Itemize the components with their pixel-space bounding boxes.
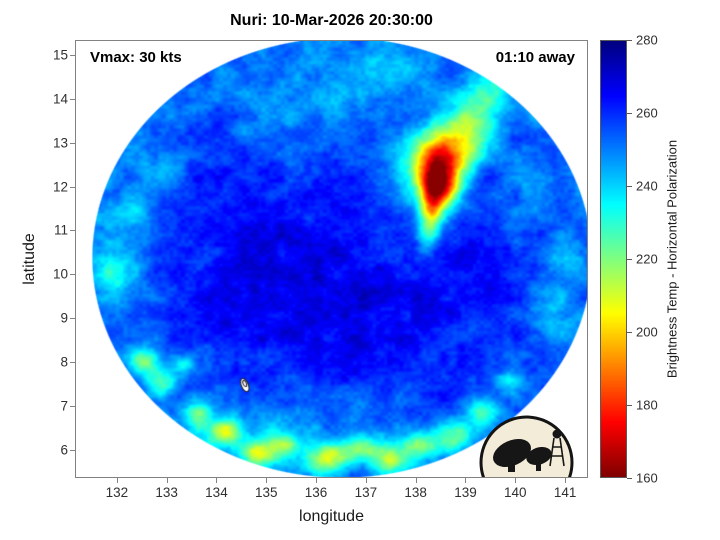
x-tick-mark: [365, 478, 367, 483]
x-tick-mark: [515, 478, 517, 483]
x-tick-mark: [565, 478, 567, 483]
colorbar-tick-label: 260: [636, 105, 658, 121]
y-axis-label: latitude: [21, 233, 38, 285]
x-tick-label: 137: [354, 485, 378, 500]
y-tick-label: 14: [52, 91, 68, 107]
x-axis-label: longitude: [299, 508, 364, 525]
cimss-logo: C I M S S: [479, 415, 574, 478]
colorbar-gradient: [601, 41, 626, 477]
y-tick-mark: [70, 142, 75, 144]
x-tick-mark: [465, 478, 467, 483]
x-tick-mark: [116, 478, 118, 483]
colorbar-tick-mark: [627, 186, 632, 187]
x-tick-label: 134: [205, 485, 228, 500]
y-tick-mark: [70, 186, 75, 188]
colorbar-tick-label: 180: [636, 397, 658, 413]
colorbar-tick-mark: [627, 332, 632, 333]
x-tick-mark: [415, 478, 417, 483]
y-tick-label: 15: [52, 47, 68, 63]
colorbar-tick-label: 220: [636, 251, 658, 267]
x-tick-label: 139: [454, 485, 477, 500]
y-tick-mark: [70, 274, 75, 276]
y-tick-mark: [70, 318, 75, 320]
logo-tower-dome: [552, 429, 562, 439]
x-tick-mark: [266, 478, 268, 483]
y-tick-mark: [70, 98, 75, 100]
x-tick-label: 141: [553, 485, 577, 500]
x-tick-mark: [316, 478, 318, 483]
x-tick-mark: [166, 478, 168, 483]
x-tick-mark: [216, 478, 218, 483]
x-tick-label: 138: [404, 485, 427, 500]
y-tick-mark: [70, 362, 75, 364]
y-tick-label: 11: [53, 222, 68, 238]
plot-area: Vmax: 30 kts 01:10 away C I M S S: [75, 40, 588, 478]
colorbar-tick-mark: [627, 478, 632, 479]
x-tick-label: 133: [155, 485, 178, 500]
y-tick-mark: [70, 406, 75, 408]
vmax-annotation: Vmax: 30 kts: [90, 49, 182, 66]
y-tick-label: 13: [52, 135, 68, 151]
logo-tower: [549, 437, 565, 467]
logo-dish-small-pedestal: [536, 460, 541, 471]
logo-dish-small: [526, 446, 552, 466]
x-tick-label: 135: [254, 485, 278, 500]
x-tick-label: 132: [105, 485, 129, 500]
y-tick-label: 9: [60, 310, 68, 326]
colorbar: [600, 40, 627, 478]
colorbar-tick-label: 160: [636, 470, 658, 486]
plot-title: Nuri: 10-Mar-2026 20:30:00: [230, 12, 433, 29]
colorbar-tick-label: 280: [636, 32, 658, 48]
logo-dish-large-pedestal: [508, 458, 515, 472]
y-tick-mark: [70, 230, 75, 232]
y-tick-label: 8: [60, 354, 68, 370]
colorbar-tick-label: 200: [636, 324, 658, 340]
y-tick-mark: [70, 54, 75, 56]
time-away-annotation: 01:10 away: [495, 49, 575, 66]
x-tick-label: 136: [304, 485, 328, 500]
colorbar-tick-label: 240: [636, 178, 658, 194]
x-tick-label: 140: [504, 485, 527, 500]
y-tick-label: 10: [52, 266, 68, 282]
colorbar-label: Brightness Temp - Horizontal Polarizatio…: [664, 139, 680, 379]
y-tick-label: 12: [52, 179, 68, 195]
y-tick-label: 6: [60, 442, 68, 458]
colorbar-tick-mark: [627, 259, 632, 260]
colorbar-tick-mark: [627, 40, 632, 41]
colorbar-tick-mark: [627, 405, 632, 406]
y-tick-label: 7: [60, 398, 68, 414]
y-tick-mark: [70, 449, 75, 451]
colorbar-tick-mark: [627, 113, 632, 114]
brightness-temp-heatmap: [76, 41, 587, 477]
logo-text: C I M S S: [487, 475, 565, 478]
logo-dish-large: [493, 438, 531, 468]
